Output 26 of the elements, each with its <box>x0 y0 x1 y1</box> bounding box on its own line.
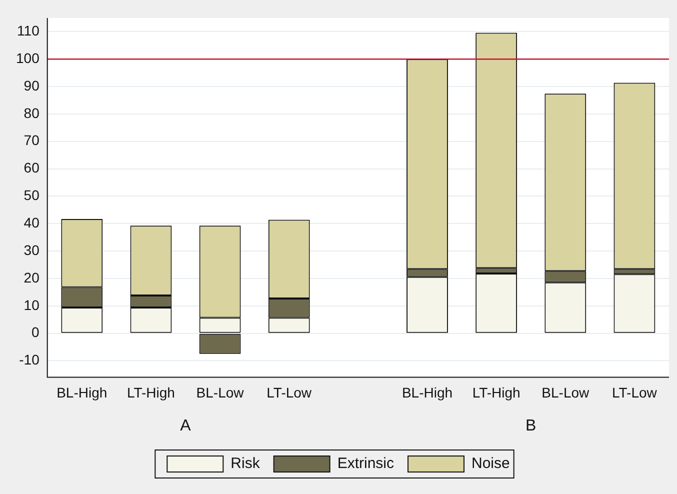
y-tick-label: 60 <box>24 160 40 176</box>
text: B <box>526 417 536 434</box>
x-tick-label: LT-High <box>472 384 520 400</box>
x-tick-label: BL-Low <box>542 384 590 400</box>
x-tick-label: BL-High <box>402 384 453 400</box>
y-tick-label: 30 <box>24 242 40 258</box>
x-tick-label: BL-Low <box>196 384 245 400</box>
y-tick-label: 110 <box>17 22 40 39</box>
x-tick-label: LT-High <box>126 384 175 400</box>
y-tick-label: 100 <box>16 50 40 66</box>
y-tick-label: -10 <box>19 352 40 368</box>
x-tick-label: LT-Low <box>266 384 312 400</box>
y-tick-label: 10 <box>24 296 40 313</box>
y-tick-label: 20 <box>24 269 40 286</box>
y-tick-label: 50 <box>24 187 40 204</box>
text: A <box>180 417 192 434</box>
x-tick-label: BL-High <box>56 384 108 400</box>
y-tick-label: 40 <box>24 214 40 231</box>
y-tick-label: 70 <box>24 132 40 148</box>
legend-label: Noise <box>471 455 510 472</box>
y-tick-label: 0 <box>32 324 40 340</box>
y-tick-label: 80 <box>24 104 40 121</box>
y-tick-label: 90 <box>24 77 40 94</box>
legend-label: Extrinsic <box>337 455 394 472</box>
legend-label: Risk <box>230 455 260 472</box>
x-tick-label: LT-Low <box>612 384 658 400</box>
